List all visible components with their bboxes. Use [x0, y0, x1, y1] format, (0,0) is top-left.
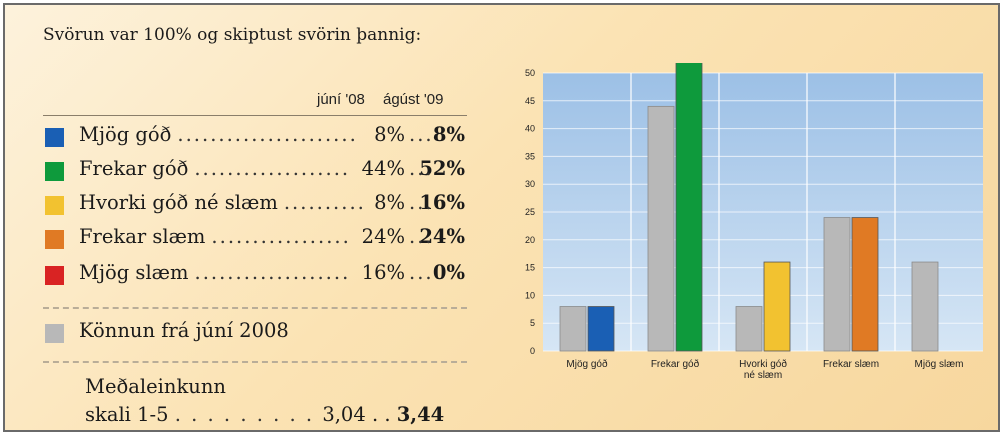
legend-row: Mjög góð 8% 8%.........................	[43, 123, 467, 151]
legend-label: Hvorki góð né slæm	[79, 191, 278, 214]
legend-label: Könnun frá júní 2008	[79, 319, 289, 342]
x-tick-label: Mjög góð	[566, 358, 608, 370]
leader-dots: ......................	[177, 123, 358, 146]
survey-legend-row: Könnun frá júní 2008	[43, 319, 467, 347]
legend-label: Frekar góð	[79, 157, 189, 180]
legend-swatch	[45, 196, 64, 215]
legend-swatch	[45, 324, 64, 343]
leader-dots: ...	[409, 157, 434, 180]
x-tick-label: Hvorki góð	[739, 358, 787, 370]
y-tick-label: 50	[525, 68, 535, 78]
value-aug09: 52%	[419, 157, 465, 180]
legend-label: Mjög góð	[79, 123, 172, 146]
y-tick-label: 40	[525, 124, 535, 134]
y-tick-label: 25	[525, 207, 535, 217]
divider	[43, 361, 467, 363]
leader-dots: ...................	[194, 157, 351, 180]
x-tick-label: né slæm	[744, 370, 782, 381]
leader-dots: . .	[371, 403, 397, 426]
mean-scale-label: skali 1-5	[85, 403, 169, 426]
y-tick-label: 45	[525, 96, 535, 106]
leader-dots: ...................	[194, 261, 351, 284]
legend-row: Hvorki góð né slæm 8% 16%.............	[43, 191, 467, 219]
bar-aug09	[587, 306, 615, 352]
value-aug09: 8%	[432, 123, 465, 146]
leader-dots: ...	[409, 123, 434, 146]
value-june08: 44%	[361, 157, 405, 180]
value-june08: 16%	[361, 261, 405, 284]
y-tick-label: 30	[525, 179, 535, 189]
mean-value-june08: 3,04	[322, 403, 366, 426]
bar-june08	[647, 105, 675, 352]
page-title: Svörun var 100% og skiptust svörin þanni…	[43, 25, 422, 45]
x-tick-label: Frekar góð	[651, 358, 700, 370]
bar-june08	[823, 217, 851, 352]
legend-row: Mjög slæm 16% 0%......................	[43, 261, 467, 289]
value-june08: 8%	[374, 123, 405, 146]
y-tick-label: 15	[525, 263, 535, 273]
y-tick-label: 0	[530, 346, 535, 356]
bar-aug09	[763, 261, 791, 352]
bar-aug09	[851, 217, 879, 352]
bar-chart: 0 5 10 15 20 25 30 35 40 45 50 Mjög góð Frekar góð Hv…	[525, 63, 983, 381]
y-tick-label: 20	[525, 235, 535, 245]
legend-swatch	[45, 230, 64, 249]
mean-title: Meðaleinkunn	[85, 375, 226, 398]
value-june08: 24%	[361, 225, 405, 248]
legend-row: Frekar slæm 24% 24%....................	[43, 225, 467, 253]
divider	[43, 307, 467, 309]
value-aug09: 24%	[419, 225, 465, 248]
mean-value-aug09: 3,44	[396, 403, 445, 426]
legend-swatch	[45, 162, 64, 181]
bar-june08	[911, 261, 939, 352]
leader-dots: ...	[409, 261, 434, 284]
legend-label: Mjög slæm	[79, 261, 189, 284]
value-june08: 8%	[374, 191, 405, 214]
y-tick-label: 10	[525, 290, 535, 300]
column-header-aug09: ágúst '09	[383, 91, 444, 108]
bar-june08	[735, 306, 763, 352]
x-tick-label: Frekar slæm	[823, 359, 879, 370]
legend-row: Frekar góð 44% 52%......................	[43, 157, 467, 185]
bar-aug09	[675, 63, 703, 352]
leader-dots: ...	[409, 191, 434, 214]
x-tick-label: Mjög slæm	[915, 359, 964, 370]
leader-dots: ..........	[283, 191, 366, 214]
column-header-june08: júní '08	[317, 91, 365, 108]
divider	[43, 115, 467, 116]
value-aug09: 16%	[419, 191, 465, 214]
leader-dots: . . . . . . . . .	[174, 403, 323, 426]
mean-scale-row: skali 1-5 . . . . . . . . . 3,04 . . 3,4…	[85, 403, 444, 426]
chart-frame: Svörun var 100% og skiptust svörin þanni…	[3, 3, 1000, 432]
leader-dots: ...	[409, 225, 434, 248]
leader-dots: .................	[211, 225, 351, 248]
y-tick-label: 35	[525, 151, 535, 161]
legend-swatch	[45, 128, 64, 147]
legend-label: Frekar slæm	[79, 225, 206, 248]
y-tick-label: 5	[530, 318, 535, 328]
bar-june08	[559, 306, 587, 352]
value-aug09: 0%	[432, 261, 465, 284]
legend-swatch	[45, 266, 64, 285]
